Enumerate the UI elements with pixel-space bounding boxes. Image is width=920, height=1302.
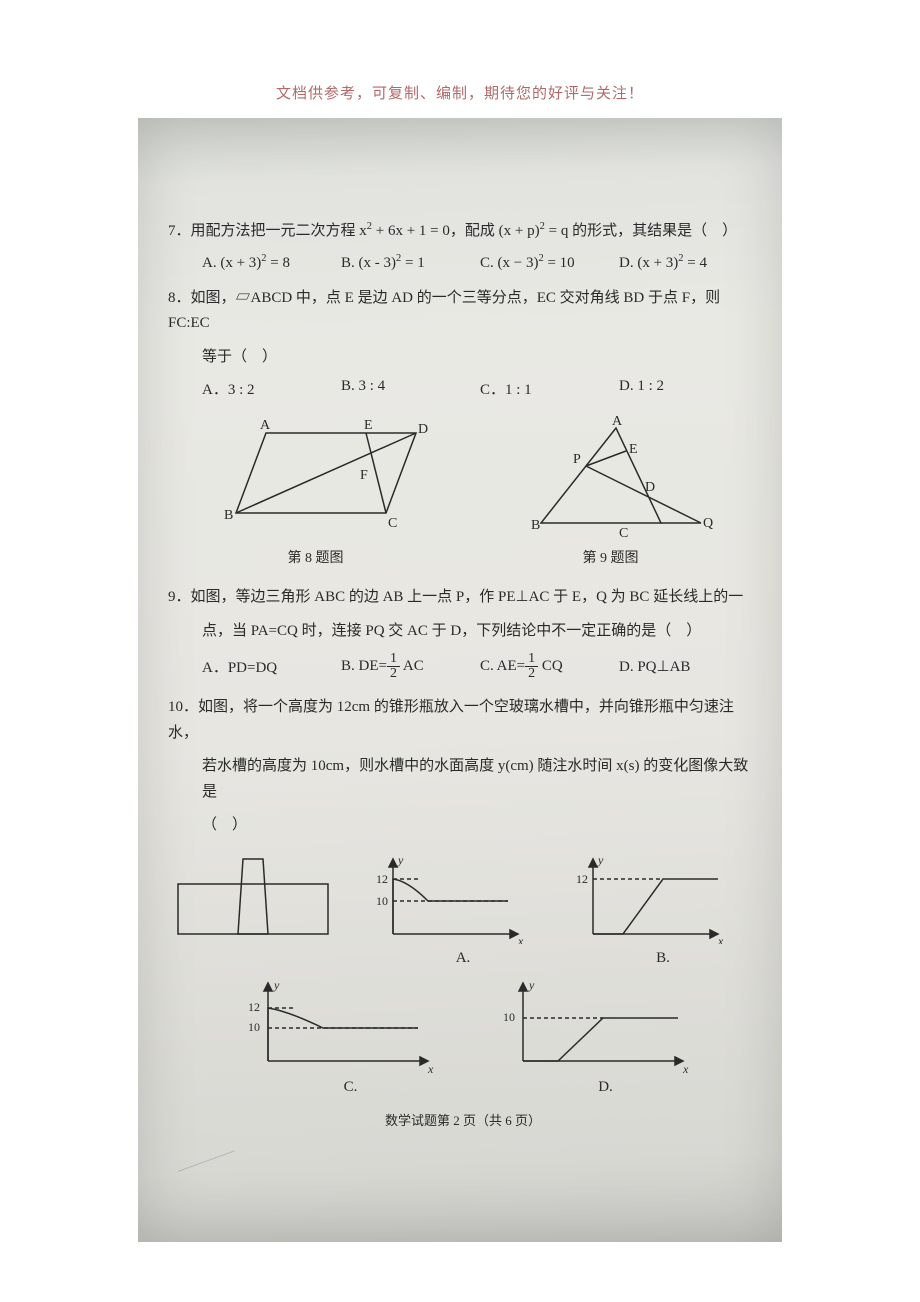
q10-row1: 12 10 x y 12 x y	[168, 849, 758, 967]
q9c-frac: 12	[525, 652, 538, 681]
q7d-pre: D. (x + 3)	[619, 255, 678, 271]
fig8-A: A	[260, 418, 271, 433]
figure-tank	[168, 849, 338, 944]
gA-y12: 12	[376, 872, 388, 886]
fig9-B: B	[531, 518, 540, 533]
q7-text-a: 7．用配方法把一元二次方程 x	[168, 223, 367, 239]
q10-stem-3: （ ）	[168, 813, 758, 839]
q7-opt-b: B. (x - 3)2 = 1	[341, 253, 480, 272]
q7-opt-c: C. (x − 3)2 = 10	[480, 253, 619, 272]
q9-opt-d: D. PQ⊥AB	[619, 657, 758, 676]
stray-mark	[168, 1123, 235, 1172]
q8-opt-a: A．3 : 2	[202, 378, 341, 399]
q7a-post: = 8	[267, 255, 290, 271]
q7-text-c: = q 的形式，其结果是（ ）	[545, 223, 737, 239]
q7-opt-d: D. (x + 3)2 = 4	[619, 253, 758, 272]
q7-stem: 7．用配方法把一元二次方程 x2 + 6x + 1 = 0，配成 (x + p)…	[168, 218, 758, 245]
gA-x: x	[517, 934, 524, 944]
gC-y12: 12	[248, 1000, 260, 1014]
caption-q8: 第 8 题图	[288, 547, 344, 567]
figure-q8: A E D F B C	[206, 413, 436, 543]
gB-y12: 12	[576, 872, 588, 886]
q9c-pre: C. AE=	[480, 658, 525, 674]
gD-y10: 10	[503, 1010, 515, 1024]
fig8-E: E	[364, 418, 373, 433]
q9b-num: 1	[387, 652, 400, 667]
gC-y10: 10	[248, 1020, 260, 1034]
q8-options: A．3 : 2 B. 3 : 4 C．1 : 1 D. 1 : 2	[168, 378, 758, 399]
fig9-P: P	[573, 452, 581, 467]
caption-q9: 第 9 题图	[583, 547, 639, 567]
q10-row2: 12 10 x y 10 x y	[238, 973, 718, 1096]
fig8-B: B	[224, 508, 233, 523]
fig8-F: F	[360, 468, 368, 483]
q7b-post: = 1	[401, 255, 424, 271]
page-footer: 数学试题第 2 页（共 6 页）	[168, 1110, 758, 1129]
q8-q9-figures: A E D F B C A E P	[168, 413, 758, 543]
q7-opt-a: A. (x + 3)2 = 8	[202, 253, 341, 272]
q8-opt-d: D. 1 : 2	[619, 378, 758, 399]
fig9-A: A	[612, 414, 623, 429]
scanned-page: 7．用配方法把一元二次方程 x 2 + 6x + 1 = 0，配成 (x + p)…	[138, 118, 782, 1242]
q9b-frac: 12	[387, 652, 400, 681]
gD-y: y	[528, 978, 535, 992]
q7c-pre: C. (x − 3)	[480, 255, 538, 271]
q9-stem-2: 点，当 PA=CQ 时，连接 PQ 交 AC 于 D，下列结论中不一定正确的是（…	[168, 619, 758, 645]
q9-opt-a: A．PD=DQ	[202, 656, 341, 677]
q9-opt-c: C. AE=12 CQ	[480, 652, 619, 681]
q9b-pre: B. DE=	[341, 658, 387, 674]
fig8-D: D	[418, 422, 428, 437]
fig9-D: D	[645, 480, 655, 495]
q10-stem-1: 10．如图，将一个高度为 12cm 的锥形瓶放入一个空玻璃水槽中，并向锥形瓶中匀…	[168, 695, 758, 746]
gC-x: x	[427, 1062, 434, 1073]
gB-y: y	[597, 853, 604, 867]
gC-y: y	[273, 978, 280, 992]
fig9-C: C	[619, 526, 628, 541]
q8-stem-2: 等于（ ）	[168, 345, 758, 371]
q10-label-c: C.	[238, 1079, 463, 1096]
q9b-den: 2	[387, 667, 400, 681]
q7a-pre: A. (x + 3)	[202, 255, 261, 271]
q7-options: A. (x + 3)2 = 8 B. (x - 3)2 = 1 C. (x − …	[168, 253, 758, 272]
figure-q9: A E P D B C Q	[511, 413, 721, 543]
page-header-note: 文档供参考，可复制、编制，期待您的好评与关注！	[0, 82, 920, 103]
q9c-num: 1	[525, 652, 538, 667]
graph-c: 12 10 x y	[238, 973, 438, 1073]
q8-opt-c: C．1 : 1	[480, 378, 619, 399]
q9-stem-1: 9．如图，等边三角形 ABC 的边 AB 上一点 P，作 PE⊥AC 于 E，Q…	[168, 585, 758, 611]
gA-y10: 10	[376, 894, 388, 908]
q10-stem-2: 若水槽的高度为 10cm，则水槽中的水面高度 y(cm) 随注水时间 x(s) …	[168, 754, 758, 805]
q8-q9-captions: 第 8 题图 第 9 题图	[168, 547, 758, 567]
q10-label-d: D.	[493, 1079, 718, 1096]
q9-options: A．PD=DQ B. DE=12 AC C. AE=12 CQ D. PQ⊥AB	[168, 652, 758, 681]
exam-content: 7．用配方法把一元二次方程 x 2 + 6x + 1 = 0，配成 (x + p)…	[168, 218, 758, 1129]
gB-x: x	[717, 934, 724, 944]
q9-opt-b: B. DE=12 AC	[341, 652, 480, 681]
q9c-post: CQ	[538, 658, 563, 674]
fig9-Q: Q	[703, 516, 713, 531]
q7c-post: = 10	[544, 255, 575, 271]
q9b-post: AC	[400, 658, 424, 674]
graph-d: 10 x y	[493, 973, 693, 1073]
q7-text-b: + 6x + 1 = 0，配成 (x + p)	[372, 223, 540, 239]
q9c-den: 2	[525, 667, 538, 681]
graph-a: 12 10 x y	[368, 849, 528, 944]
q8-stem-1: 8．如图，▱ABCD 中，点 E 是边 AD 的一个三等分点，EC 交对角线 B…	[168, 286, 758, 337]
gD-x: x	[682, 1062, 689, 1073]
q10-label-a: A.	[368, 950, 558, 967]
graph-b: 12 x y	[568, 849, 728, 944]
q7d-post: = 4	[684, 255, 707, 271]
gA-y: y	[397, 853, 404, 867]
q8-opt-b: B. 3 : 4	[341, 378, 480, 399]
q10-label-b: B.	[568, 950, 758, 967]
fig9-E: E	[629, 442, 638, 457]
q7b-pre: B. (x - 3)	[341, 255, 396, 271]
fig8-C: C	[388, 516, 397, 531]
